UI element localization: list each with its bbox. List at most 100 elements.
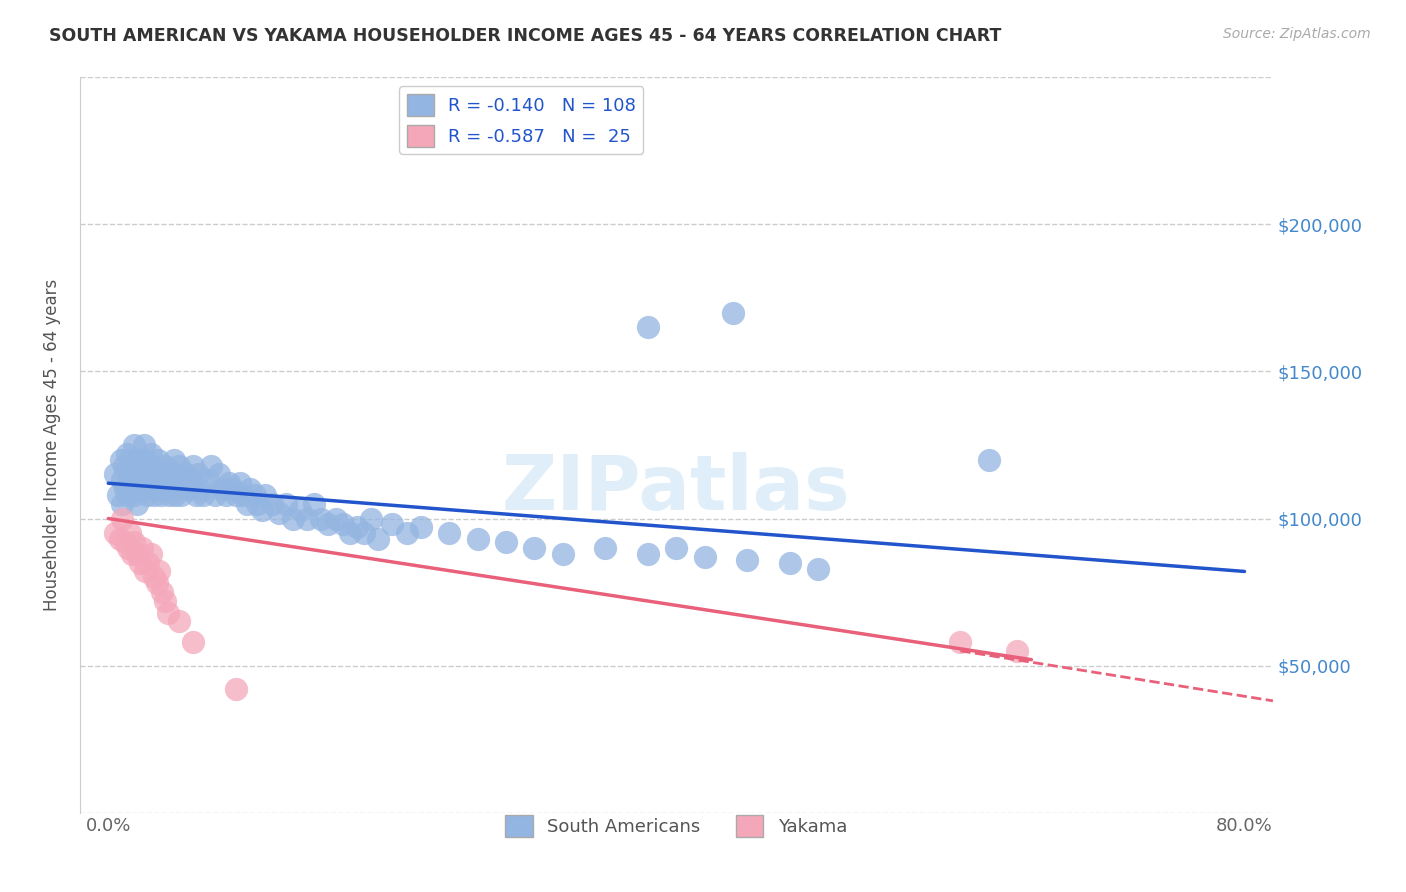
Point bbox=[949, 635, 972, 649]
Point bbox=[163, 488, 186, 502]
Point bbox=[118, 452, 141, 467]
Point bbox=[141, 458, 163, 473]
Point bbox=[153, 458, 176, 473]
Point bbox=[162, 452, 184, 467]
Point bbox=[136, 467, 159, 482]
Point bbox=[807, 561, 830, 575]
Text: Source: ZipAtlas.com: Source: ZipAtlas.com bbox=[1223, 27, 1371, 41]
Point bbox=[134, 565, 156, 579]
Point bbox=[104, 467, 127, 482]
Text: SOUTH AMERICAN VS YAKAMA HOUSEHOLDER INCOME AGES 45 - 64 YEARS CORRELATION CHART: SOUTH AMERICAN VS YAKAMA HOUSEHOLDER INC… bbox=[49, 27, 1001, 45]
Point bbox=[367, 532, 389, 546]
Point bbox=[311, 511, 333, 525]
Point bbox=[246, 497, 269, 511]
Point bbox=[160, 473, 183, 487]
Point bbox=[229, 476, 252, 491]
Point bbox=[353, 526, 375, 541]
Point bbox=[381, 517, 404, 532]
Point bbox=[111, 497, 134, 511]
Point bbox=[157, 488, 180, 502]
Point bbox=[208, 467, 231, 482]
Point bbox=[332, 517, 354, 532]
Point bbox=[145, 482, 167, 496]
Point bbox=[260, 497, 283, 511]
Point bbox=[637, 547, 659, 561]
Point bbox=[437, 526, 460, 541]
Point bbox=[155, 482, 177, 496]
Point bbox=[117, 541, 139, 555]
Point bbox=[339, 526, 361, 541]
Point bbox=[122, 535, 145, 549]
Point bbox=[111, 473, 134, 487]
Point bbox=[128, 467, 150, 482]
Point bbox=[122, 438, 145, 452]
Point bbox=[267, 506, 290, 520]
Point bbox=[236, 497, 259, 511]
Point bbox=[1007, 644, 1029, 658]
Point bbox=[165, 467, 187, 482]
Point bbox=[187, 467, 209, 482]
Point bbox=[200, 458, 222, 473]
Point bbox=[250, 502, 273, 516]
Point bbox=[107, 488, 129, 502]
Point bbox=[179, 482, 201, 496]
Point bbox=[156, 467, 179, 482]
Point bbox=[115, 488, 138, 502]
Point bbox=[737, 552, 759, 566]
Point bbox=[145, 576, 167, 591]
Point bbox=[125, 547, 148, 561]
Point bbox=[253, 488, 276, 502]
Point bbox=[110, 452, 132, 467]
Point bbox=[127, 452, 149, 467]
Point bbox=[134, 452, 156, 467]
Point bbox=[129, 476, 152, 491]
Point bbox=[395, 526, 418, 541]
Point bbox=[125, 458, 148, 473]
Point bbox=[118, 476, 141, 491]
Point bbox=[173, 476, 195, 491]
Point bbox=[243, 488, 266, 502]
Point bbox=[215, 488, 238, 502]
Point bbox=[150, 476, 173, 491]
Point bbox=[114, 535, 136, 549]
Point bbox=[132, 438, 155, 452]
Point bbox=[495, 535, 517, 549]
Point bbox=[467, 532, 489, 546]
Point bbox=[222, 482, 245, 496]
Point bbox=[139, 547, 162, 561]
Point bbox=[117, 467, 139, 482]
Point bbox=[288, 502, 311, 516]
Point bbox=[170, 488, 193, 502]
Point bbox=[111, 511, 134, 525]
Point bbox=[136, 556, 159, 570]
Point bbox=[121, 482, 143, 496]
Point bbox=[108, 532, 131, 546]
Point bbox=[148, 467, 170, 482]
Point bbox=[142, 488, 165, 502]
Point bbox=[523, 541, 546, 555]
Point bbox=[124, 473, 146, 487]
Point bbox=[325, 511, 347, 525]
Point bbox=[146, 452, 169, 467]
Point bbox=[318, 517, 340, 532]
Text: ZIPatlas: ZIPatlas bbox=[502, 452, 851, 526]
Point bbox=[183, 635, 205, 649]
Point bbox=[135, 488, 157, 502]
Point bbox=[142, 570, 165, 584]
Point bbox=[121, 547, 143, 561]
Point bbox=[149, 488, 172, 502]
Point bbox=[232, 488, 254, 502]
Point bbox=[139, 473, 162, 487]
Point bbox=[156, 606, 179, 620]
Point bbox=[197, 473, 219, 487]
Point bbox=[779, 556, 801, 570]
Point bbox=[122, 488, 145, 502]
Point bbox=[115, 447, 138, 461]
Point bbox=[120, 458, 142, 473]
Point bbox=[148, 565, 170, 579]
Point bbox=[131, 541, 153, 555]
Point bbox=[225, 681, 247, 696]
Point bbox=[693, 549, 716, 564]
Y-axis label: Householder Income Ages 45 - 64 years: Householder Income Ages 45 - 64 years bbox=[44, 279, 60, 611]
Point bbox=[218, 476, 240, 491]
